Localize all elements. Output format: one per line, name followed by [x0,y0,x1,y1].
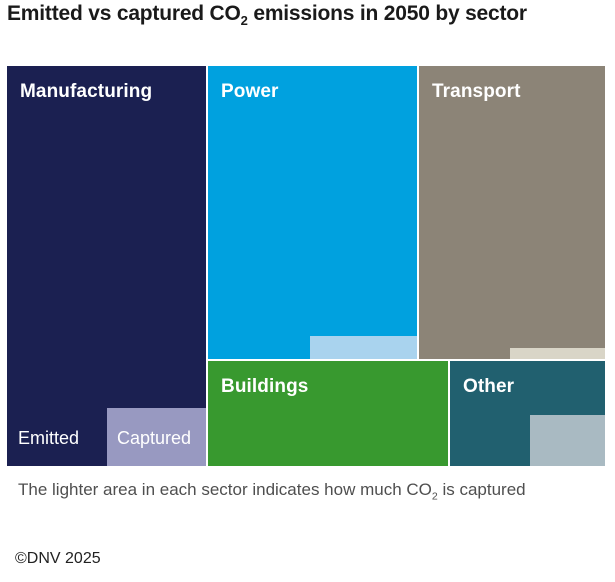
sector-manufacturing-captured [107,408,206,466]
sector-power-captured [310,336,417,359]
chart-title: Emitted vs captured CO2 emissions in 205… [7,2,527,29]
legend-captured-label: Captured [117,428,192,448]
chart-title-subscript: 2 [240,13,248,29]
chart-footnote-text: The lighter area in each sector indicate… [18,480,432,499]
sector-transport-emitted: Transport [419,66,605,359]
sector-label-power: Power [221,81,279,102]
legend-emitted-label: Emitted [18,428,80,448]
copyright-credit: ©DNV 2025 [15,550,101,567]
sector-label-other: Other [463,376,515,397]
chart-title-text: Emitted vs captured CO [7,2,241,25]
sector-power-emitted: Power [208,66,417,359]
sector-label-transport: Transport [432,81,521,102]
chart-title-text-2: emissions in 2050 by sector [247,2,527,25]
sector-other-captured [530,415,605,466]
sector-label-buildings: Buildings [221,376,309,397]
sector-transport-captured [510,348,605,359]
treemap: Emitted Captured Manufacturing Power Trans… [7,66,605,466]
sector-buildings-emitted: Buildings [208,361,448,466]
chart-footnote-text-2: is captured [437,480,526,499]
chart-footnote: The lighter area in each sector indicate… [18,480,526,503]
sector-label-manufacturing: Manufacturing [20,81,153,102]
chart-footnote-subscript: 2 [431,490,438,503]
sector-manufacturing-emitted: Manufacturing [7,66,206,466]
